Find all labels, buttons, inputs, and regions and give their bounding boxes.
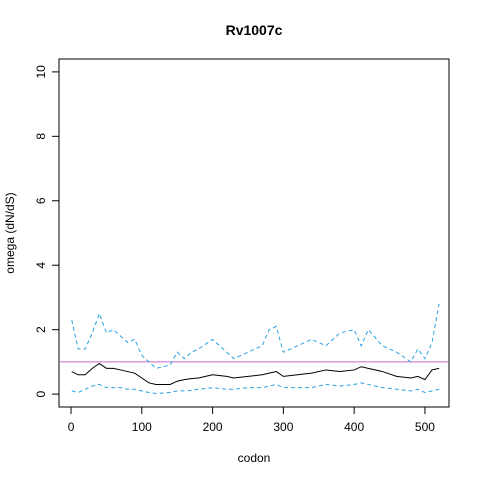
y-tick-label: 6 — [34, 197, 48, 204]
x-tick-label: 0 — [68, 420, 75, 434]
y-tick-label: 0 — [34, 390, 48, 397]
plot-frame — [58, 58, 450, 408]
series-line — [71, 303, 440, 369]
y-tick-label: 10 — [34, 65, 48, 79]
series-line — [71, 362, 440, 385]
x-axis-label: codon — [238, 451, 271, 465]
x-tick-label: 500 — [415, 420, 435, 434]
x-tick-label: 300 — [273, 420, 293, 434]
x-tick-label: 100 — [132, 420, 152, 434]
chart-title: Rv1007c — [226, 22, 283, 38]
y-tick-label: 2 — [34, 326, 48, 333]
y-tick-label: 8 — [34, 133, 48, 140]
series-line — [71, 382, 440, 394]
x-tick-label: 200 — [203, 420, 223, 434]
y-tick-label: 4 — [34, 262, 48, 269]
x-tick-label: 400 — [344, 420, 364, 434]
y-axis-label: omega (dN/dS) — [3, 192, 17, 273]
